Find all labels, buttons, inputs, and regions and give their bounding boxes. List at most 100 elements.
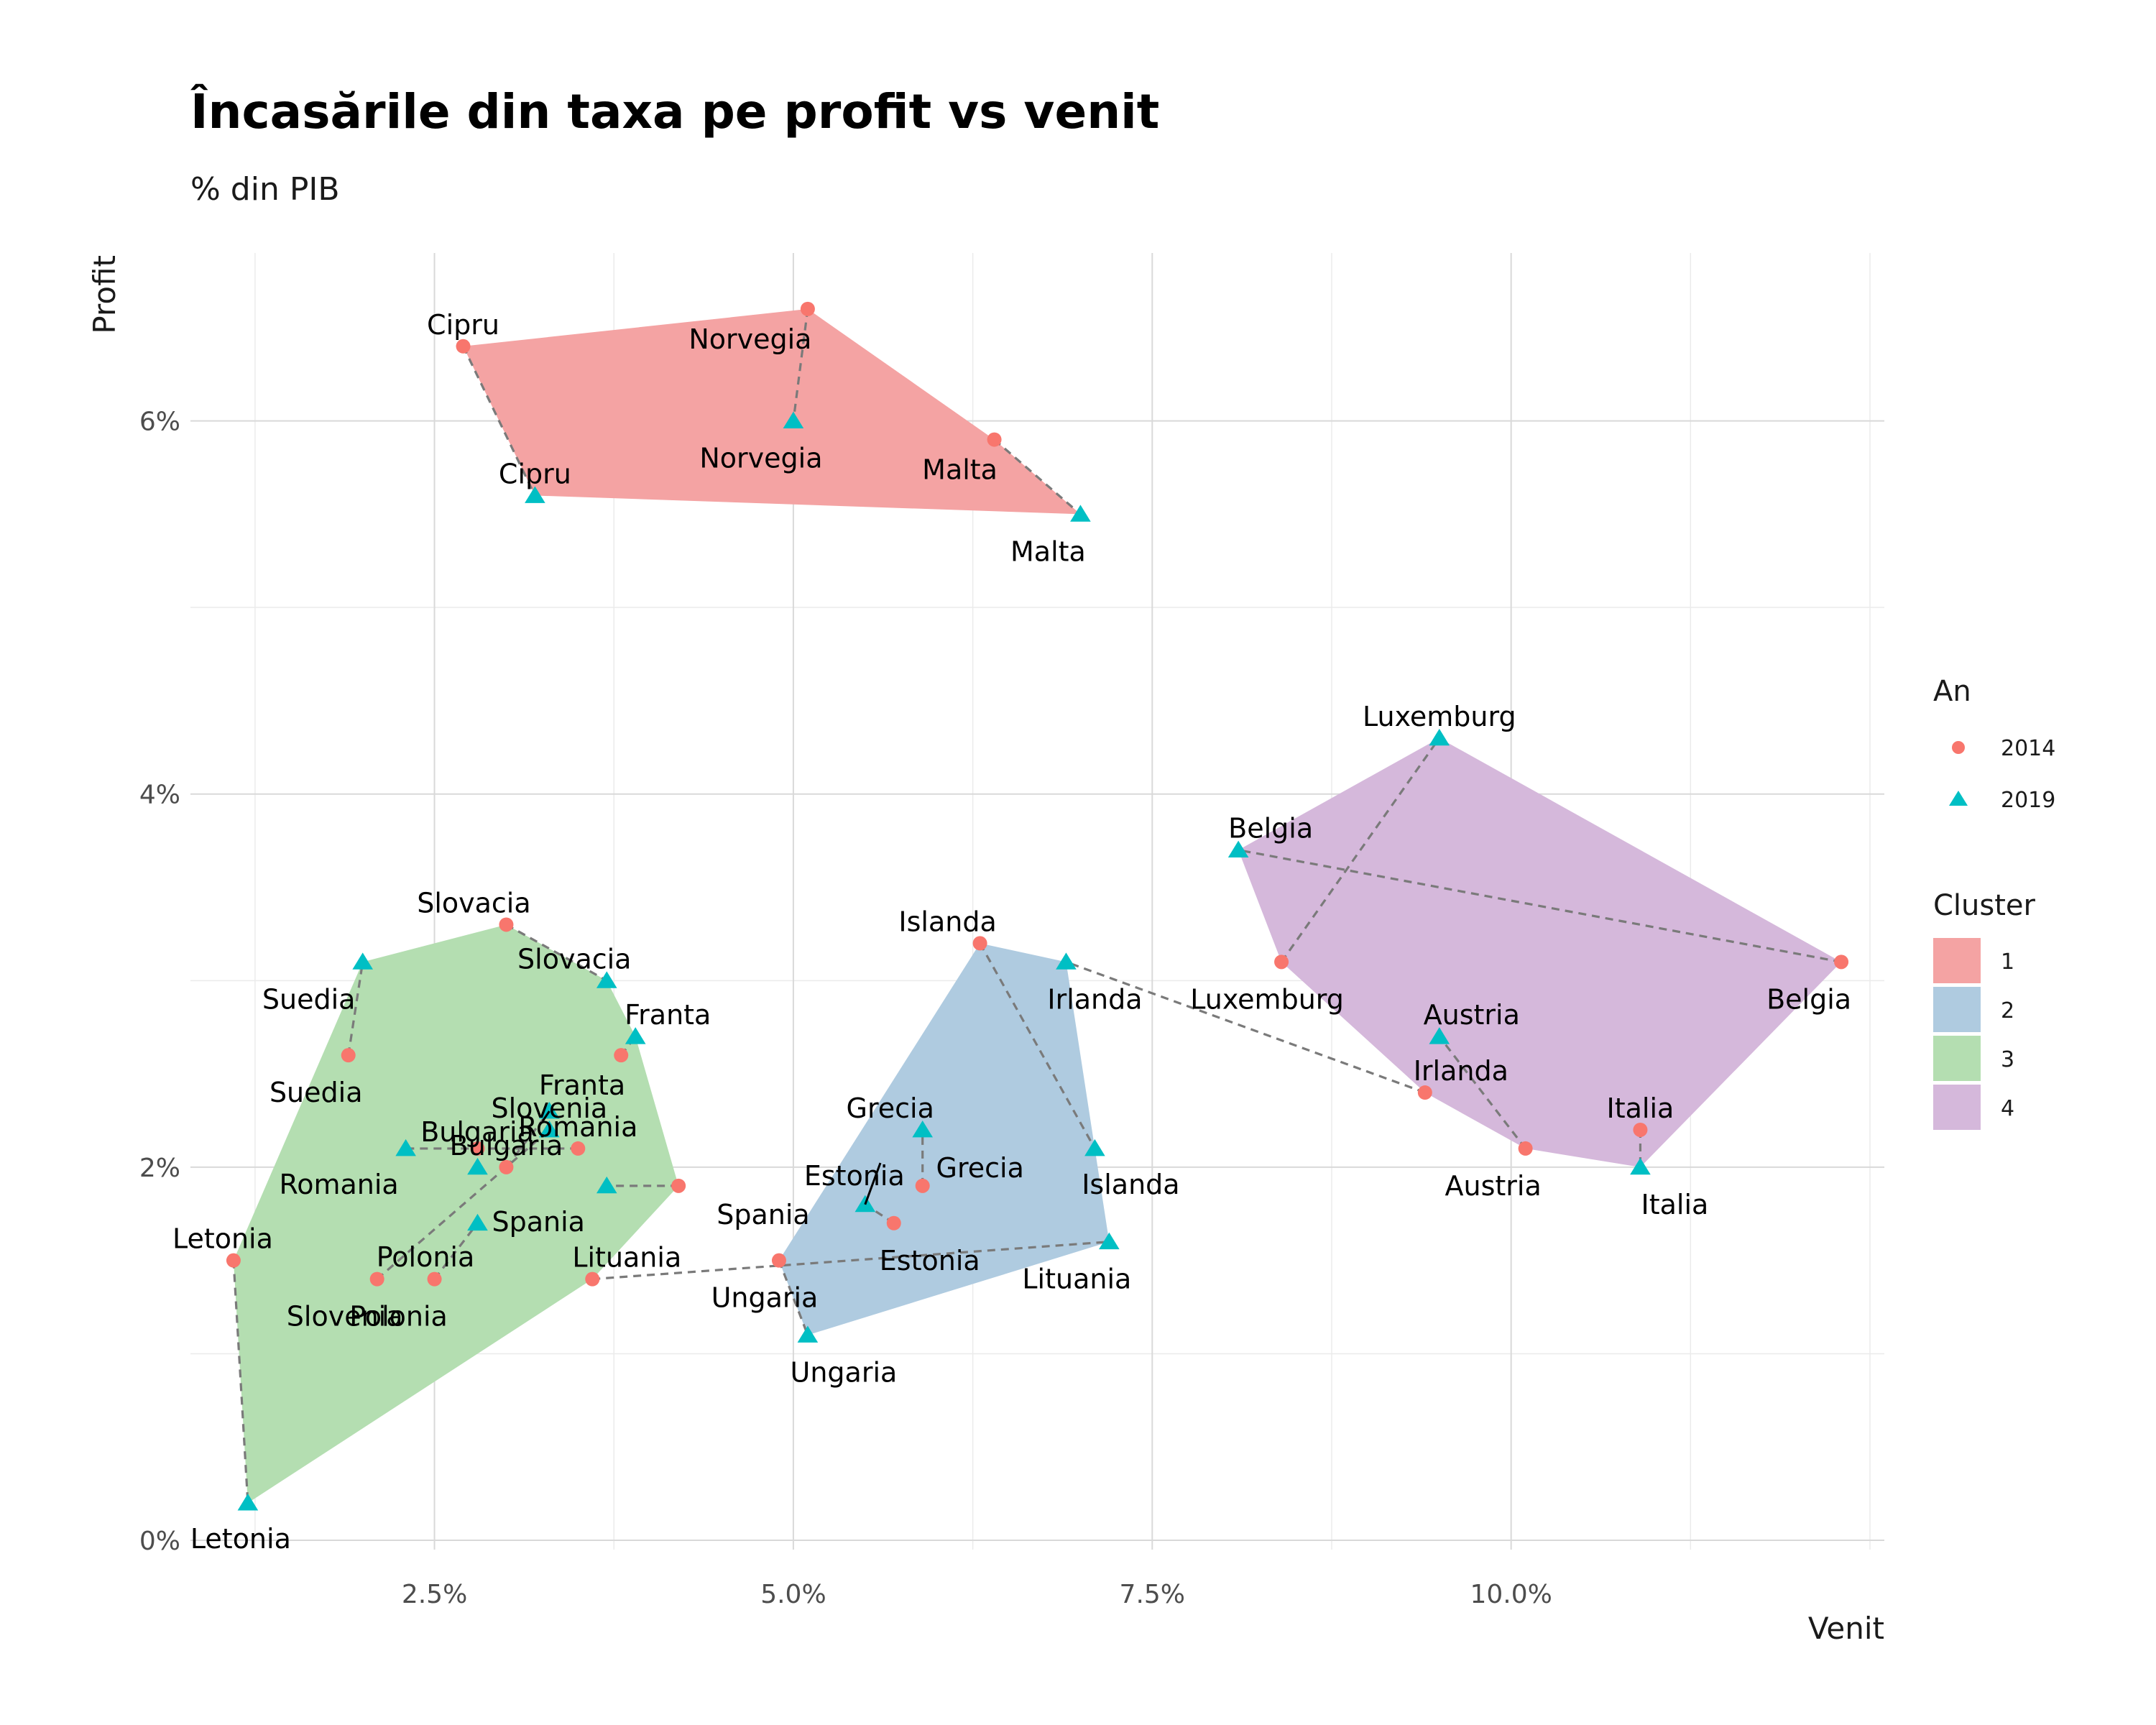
point-letonia-2014	[226, 1253, 241, 1268]
point-luxemburg-2014	[1274, 954, 1289, 970]
label-letonia-2014: Letonia	[172, 1223, 273, 1255]
point-polonia-2019	[467, 1213, 488, 1231]
point-islanda-2019	[1084, 1138, 1105, 1156]
point-cipru-2019	[525, 486, 545, 503]
label-grecia-2019: Grecia	[847, 1092, 934, 1124]
point-ungaria-2019	[797, 1325, 819, 1343]
legend-an-label-2014: 2014	[2001, 736, 2055, 761]
connector-norvegia	[792, 308, 809, 421]
legend-cluster-label-3: 3	[2001, 1047, 2014, 1072]
point-lituania-2019	[1099, 1232, 1120, 1250]
connector-suedia	[347, 962, 364, 1056]
point-malta-2014	[987, 432, 1002, 447]
point-irlanda-2014	[1417, 1085, 1432, 1100]
axis-ticks: 2.5% 5.0% 7.5% 10.0% 0% 2% 4% 6%	[139, 408, 1552, 1609]
point-labels: Cipru Cipru Norvegia Norvegia Malta Malta Isla…	[172, 309, 1851, 1555]
label-franta-2014: Franta	[539, 1070, 625, 1101]
point-belgia-2019	[1227, 840, 1249, 858]
connector-irlanda	[1065, 960, 1426, 1094]
y-tick-label: 2%	[139, 1154, 180, 1183]
data-points	[226, 301, 1849, 1511]
connector-cipru	[462, 346, 536, 497]
label-suedia-2014: Suedia	[270, 1077, 363, 1108]
label-romania-2014: Romania	[518, 1111, 637, 1143]
point-suedia-2014	[341, 1048, 356, 1063]
point-grecia-2019	[912, 1120, 934, 1138]
legend-cluster-key-1	[1933, 938, 1981, 983]
point-austria-2014	[1518, 1141, 1533, 1156]
point-lituania-2014	[585, 1271, 600, 1287]
label-franta-2019: Franta	[625, 999, 711, 1031]
leader-estonia	[864, 1162, 882, 1205]
legend-cluster-title: Cluster	[1933, 889, 2036, 922]
label-luxemburg-2014: Luxemburg	[1190, 983, 1344, 1015]
point-italia-2019	[1630, 1157, 1651, 1175]
legend-an-key-2019	[1949, 791, 1968, 806]
connector-slovacia	[505, 924, 608, 982]
y-axis-title: Profit	[87, 255, 122, 334]
connector-luxemburg	[1280, 737, 1441, 963]
label-estonia-2019: Estonia	[804, 1160, 905, 1192]
point-norvegia-2019	[783, 411, 804, 429]
legend-cluster-key-3	[1933, 1036, 1981, 1081]
point-unlabeled-2019	[467, 1157, 488, 1175]
point-bulgaria-2019	[539, 1102, 560, 1119]
point-malta-2019	[1070, 505, 1091, 522]
label-belgia-2019: Belgia	[1228, 813, 1313, 845]
point-franta-2019	[625, 1027, 646, 1044]
label-ungaria-2014: Ungaria	[711, 1282, 819, 1314]
label-cipru-2014: Cipru	[427, 309, 499, 341]
legend-cluster-key-4	[1933, 1085, 1981, 1130]
connector-polonia	[433, 1222, 479, 1280]
label-belgia-2014: Belgia	[1766, 983, 1851, 1015]
cluster-2-hull	[778, 943, 1110, 1335]
point-letonia-2019	[237, 1494, 259, 1511]
point-bulgaria-2014	[499, 1159, 514, 1174]
x-tick-label: 5.0%	[760, 1580, 826, 1609]
label-polonia-2019: Polonia	[377, 1241, 475, 1273]
label-norvegia-2014: Norvegia	[688, 323, 811, 355]
label-letonia-2019: Letonia	[190, 1523, 291, 1555]
label-spania-2019: Spania	[492, 1206, 585, 1238]
connector-austria	[1438, 1036, 1526, 1149]
label-irlanda-2014: Irlanda	[1414, 1055, 1508, 1087]
label-suedia-2019: Suedia	[262, 983, 356, 1015]
point-romania-2019	[395, 1138, 416, 1156]
point-luxemburg-2019	[1429, 728, 1450, 746]
label-lituania-2019: Lituania	[1022, 1264, 1131, 1295]
point-grecia-2014	[915, 1178, 930, 1193]
legend-cluster-label-1: 1	[2001, 949, 2014, 975]
point-italia-2014	[1633, 1122, 1648, 1137]
point-belgia-2014	[1834, 954, 1849, 970]
point-romania-2014	[571, 1141, 586, 1156]
year-connectors	[232, 308, 1842, 1504]
x-axis-title: Venit	[1808, 1611, 1884, 1646]
cluster-3-hull	[233, 924, 679, 1504]
label-malta-2019: Malta	[1010, 535, 1086, 567]
connector-malta	[993, 438, 1082, 515]
legend-cluster-label-2: 2	[2001, 998, 2014, 1024]
label-ungaria-2019: Ungaria	[791, 1356, 898, 1388]
label-malta-2014: Malta	[922, 454, 998, 486]
label-polonia-2014: Polonia	[349, 1301, 448, 1333]
label-romania-2019: Romania	[280, 1169, 399, 1200]
legend-cluster-key-2	[1933, 987, 1981, 1032]
cluster-4-hull	[1238, 737, 1842, 1167]
connector-lituania	[592, 1241, 1110, 1281]
point-spania-2019	[596, 1176, 617, 1194]
point-slovacia-2019	[596, 971, 617, 988]
label-islanda-2014: Islanda	[898, 906, 996, 937]
chart-title: Încasările din taxa pe profit vs venit	[190, 83, 1159, 139]
label-slovacia-2014: Slovacia	[417, 887, 530, 919]
point-polonia-2014	[427, 1271, 442, 1287]
label-italia-2014: Italia	[1607, 1092, 1674, 1124]
point-spania-2014	[671, 1178, 686, 1193]
cluster-1-hull	[463, 308, 1081, 515]
connector-belgia	[1238, 849, 1842, 963]
legend-an-label-2019: 2019	[2001, 788, 2055, 813]
point-franta-2014	[614, 1048, 629, 1063]
point-cipru-2014	[456, 339, 471, 354]
label-lituania-2014: Lituania	[572, 1242, 681, 1274]
